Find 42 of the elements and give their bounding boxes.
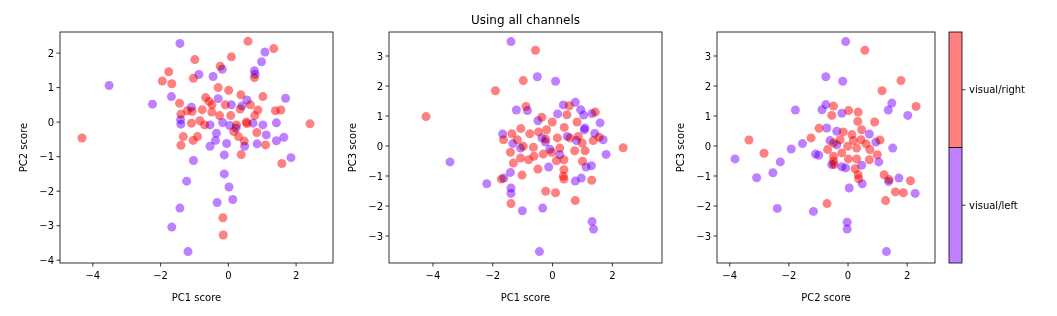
y-tick-label: −1 [39,151,54,163]
y-tick-label: 0 [376,140,383,152]
y-tick-label: −2 [368,200,383,212]
x-tick-label: −2 [781,270,797,281]
x-axis-title: PC1 score [500,292,551,303]
y-axis-title: PC3 score [675,122,686,173]
y-tick-label: 2 [376,80,383,92]
y-tick-label: 1 [376,110,383,122]
y-tick-label: −3 [368,230,383,242]
chart-title: Using all channels [471,13,580,27]
y-tick-label: 0 [47,116,54,128]
y-tick-label: 0 [704,140,711,152]
x-tick-label: −4 [85,270,101,281]
y-tick-label: 2 [704,80,711,92]
x-axis-title: PC2 score [801,292,851,303]
x-tick-label: 0 [844,270,852,281]
x-tick-label: 2 [292,270,300,281]
y-tick-label: −1 [696,170,711,182]
x-tick-label: −2 [153,270,168,281]
text: visual/right [969,84,1026,96]
x-tick-label: −4 [722,270,738,281]
x-tick-label: 0 [225,270,232,281]
y-axis-title: PC3 score [347,122,358,173]
y-tick-label: −4 [39,254,54,266]
y-tick-label: 2 [47,47,54,59]
y-tick-label: 1 [704,110,711,122]
y-tick-label: −1 [368,170,383,182]
x-tick-label: −4 [425,270,441,281]
y-tick-label: −2 [39,185,54,197]
y-tick-label: −2 [696,200,711,212]
y-axis-title: PC2 score [18,122,29,173]
text: visual/left [969,199,1018,211]
y-tick-label: −3 [696,230,711,242]
x-tick-label: 2 [609,270,616,281]
x-tick-label: −2 [485,270,501,281]
x-tick-label: 2 [904,270,911,281]
y-tick-label: 3 [704,50,711,62]
x-tick-label: 0 [549,270,556,281]
x-axis-title: PC1 score [171,292,222,303]
y-tick-label: 1 [47,82,54,94]
y-tick-label: −3 [39,220,54,232]
y-tick-label: 3 [376,50,383,62]
